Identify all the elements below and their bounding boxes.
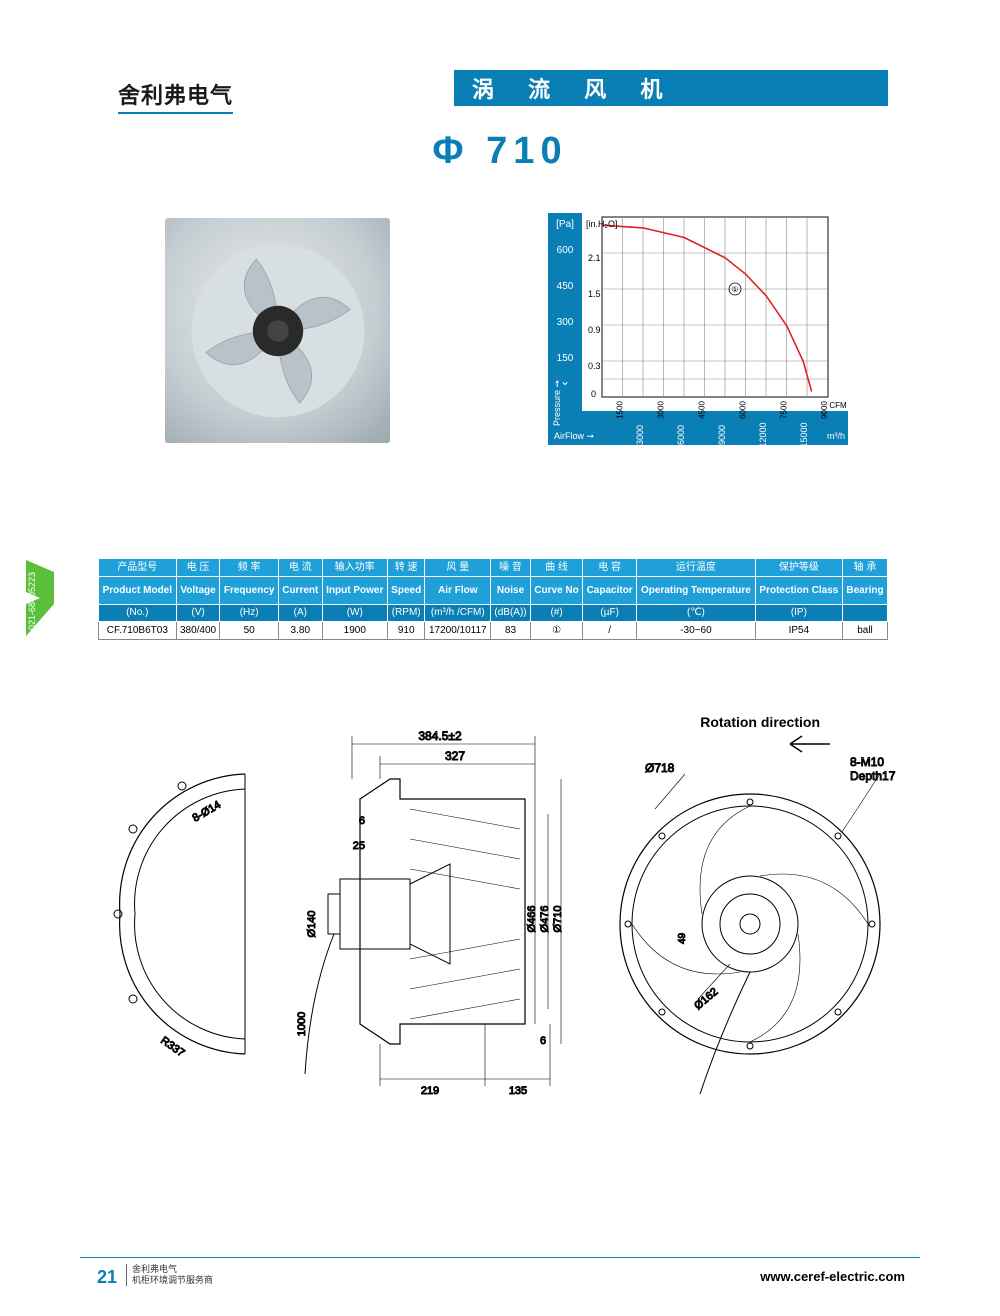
svg-text:12000: 12000 <box>758 422 768 445</box>
svg-text:0: 0 <box>591 389 596 399</box>
svg-text:49: 49 <box>677 932 688 944</box>
svg-text:m³/h: m³/h <box>827 431 845 441</box>
svg-text:Ø466: Ø466 <box>526 906 538 933</box>
svg-text:Pressure ➞: Pressure ➞ <box>552 380 562 427</box>
svg-text:[Pa]: [Pa] <box>556 219 574 230</box>
table-header-cn: 产品型号电 压频 率 电 流输入功率转 速 风 量噪 音曲 线 电 容运行温度保… <box>99 559 888 577</box>
drawing-front-partial: 8-Ø14 R337 <box>114 774 245 1060</box>
svg-text:Ø140: Ø140 <box>306 911 318 938</box>
product-photo <box>165 218 390 443</box>
svg-text:4500: 4500 <box>698 401 707 419</box>
svg-text:3000: 3000 <box>635 425 645 445</box>
svg-text:6000: 6000 <box>676 425 686 445</box>
technical-drawings: Rotation direction 8-Ø14 R337 <box>90 714 910 1114</box>
svg-text:219: 219 <box>421 1085 439 1097</box>
svg-text:021-68405223: 021-68405223 <box>27 572 37 630</box>
svg-text:Ø718: Ø718 <box>645 761 675 775</box>
drawing-side-section: 384.5±2 327 6 25 Ø140 1000 Ø466 Ø476 Ø71… <box>296 729 564 1097</box>
footer-brand: 舍利弗电气 机柜环境调节服务商 <box>126 1264 213 1286</box>
drawing-front-full: Ø718 8-M10 Depth17 49 Ø162 <box>620 736 896 1094</box>
header-title-bar: 涡 流 风 机 <box>454 70 888 106</box>
svg-text:300: 300 <box>557 317 574 328</box>
svg-text:AirFlow ➞: AirFlow ➞ <box>554 431 595 441</box>
footer-divider <box>80 1257 920 1258</box>
drawings-svg: 8-Ø14 R337 <box>90 714 910 1114</box>
footer-url: www.ceref-electric.com <box>760 1269 905 1284</box>
svg-text:CFM: CFM <box>829 401 847 410</box>
svg-text:Depth17: Depth17 <box>850 769 896 783</box>
page-header: 舍利弗电气 涡 流 风 机 <box>118 76 888 116</box>
svg-text:1000: 1000 <box>296 1012 308 1036</box>
svg-text:0.3: 0.3 <box>588 361 601 371</box>
brand-logo: 舍利弗电气 <box>118 78 233 114</box>
svg-text:135: 135 <box>509 1085 527 1097</box>
svg-text:9000: 9000 <box>820 401 829 419</box>
svg-text:9000: 9000 <box>717 425 727 445</box>
svg-text:6: 6 <box>540 1035 546 1047</box>
svg-text:25: 25 <box>353 840 365 852</box>
svg-text:7500: 7500 <box>780 401 789 419</box>
svg-text:8-M10: 8-M10 <box>850 755 884 769</box>
side-phone-tab: 021-68405223 <box>22 560 58 636</box>
page-footer: 21 舍利弗电气 机柜环境调节服务商 www.ceref-electric.co… <box>0 1258 1000 1288</box>
svg-text:1500: 1500 <box>616 401 625 419</box>
header-title: 涡 流 风 机 <box>472 72 676 104</box>
svg-text:600: 600 <box>557 245 574 256</box>
svg-text:327: 327 <box>445 749 465 763</box>
page-number: 21 <box>97 1267 117 1288</box>
table-header-en: Product ModelVoltageFrequency CurrentInp… <box>99 577 888 605</box>
svg-text:150: 150 <box>557 353 574 364</box>
rotation-direction-label: Rotation direction <box>700 714 820 730</box>
svg-text:6000: 6000 <box>739 401 748 419</box>
svg-text:384.5±2: 384.5±2 <box>418 729 462 743</box>
svg-text:Ø476: Ø476 <box>539 906 551 933</box>
table-row: CF.710B6T03380/40050 3.801900910 17200/1… <box>99 622 888 640</box>
svg-text:1.5: 1.5 <box>588 289 601 299</box>
model-number: Φ 710 <box>0 130 1000 173</box>
svg-text:3000: 3000 <box>657 401 666 419</box>
svg-text:Ø710: Ø710 <box>552 906 564 933</box>
spec-table: 产品型号电 压频 率 电 流输入功率转 速 风 量噪 音曲 线 电 容运行温度保… <box>98 558 888 640</box>
svg-text:2.1: 2.1 <box>588 253 601 263</box>
fan-icon <box>188 241 368 421</box>
svg-text:6: 6 <box>359 815 365 827</box>
svg-text:0.9: 0.9 <box>588 325 601 335</box>
svg-text:15000: 15000 <box>799 422 809 445</box>
svg-text:①: ① <box>731 285 738 294</box>
svg-text:R337: R337 <box>158 1035 186 1060</box>
svg-text:450: 450 <box>557 281 574 292</box>
table-header-units: (No.)(V)(Hz) (A)(W)(RPM) (m³/h /CFM)(dB(… <box>99 605 888 622</box>
svg-text:[in.H₂O]: [in.H₂O] <box>586 219 618 229</box>
performance-chart: ① [Pa] 600 450 300 150 ⌄ Pressure ➞ [in.… <box>548 213 848 445</box>
